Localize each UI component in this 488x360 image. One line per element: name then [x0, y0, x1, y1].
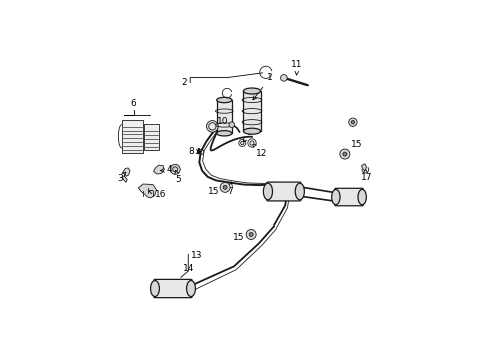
Ellipse shape: [240, 141, 244, 145]
Circle shape: [339, 149, 349, 159]
Ellipse shape: [208, 123, 216, 130]
Bar: [122, 120, 142, 153]
Ellipse shape: [295, 183, 304, 200]
Ellipse shape: [263, 183, 272, 200]
Circle shape: [348, 118, 356, 126]
Ellipse shape: [331, 189, 339, 205]
Text: 10: 10: [217, 117, 233, 126]
Ellipse shape: [216, 131, 231, 136]
Circle shape: [245, 229, 256, 239]
Text: 5: 5: [175, 170, 181, 184]
Ellipse shape: [216, 97, 231, 103]
Text: 17: 17: [360, 168, 371, 183]
Text: 15: 15: [233, 233, 250, 242]
Polygon shape: [138, 184, 156, 198]
Polygon shape: [122, 168, 130, 176]
Bar: [143, 123, 159, 150]
Text: 1: 1: [252, 73, 272, 100]
Ellipse shape: [243, 88, 260, 94]
Polygon shape: [122, 176, 127, 183]
FancyBboxPatch shape: [243, 91, 260, 131]
Ellipse shape: [243, 128, 260, 134]
Polygon shape: [153, 165, 164, 174]
Text: 9: 9: [243, 129, 252, 143]
Ellipse shape: [186, 280, 195, 297]
FancyBboxPatch shape: [154, 279, 192, 298]
Text: 2: 2: [181, 78, 186, 87]
Circle shape: [220, 183, 230, 192]
Text: 3: 3: [117, 172, 125, 183]
Circle shape: [342, 152, 346, 156]
Text: 8: 8: [188, 147, 200, 156]
Circle shape: [228, 122, 234, 127]
Ellipse shape: [249, 141, 254, 145]
Text: 7: 7: [227, 182, 232, 196]
Text: 11: 11: [291, 60, 302, 75]
Text: 14: 14: [183, 264, 194, 273]
Text: 6: 6: [130, 99, 136, 108]
Ellipse shape: [206, 121, 218, 132]
Circle shape: [280, 75, 286, 81]
FancyBboxPatch shape: [334, 188, 363, 206]
Text: 15: 15: [345, 140, 362, 153]
FancyBboxPatch shape: [216, 100, 231, 133]
Text: 4: 4: [160, 165, 172, 174]
Ellipse shape: [357, 189, 366, 205]
Text: 13: 13: [191, 251, 202, 260]
Text: 15: 15: [207, 187, 224, 196]
Text: 12: 12: [252, 144, 267, 158]
Circle shape: [223, 185, 226, 189]
Circle shape: [170, 164, 180, 174]
Circle shape: [249, 233, 253, 237]
Polygon shape: [361, 164, 366, 171]
FancyBboxPatch shape: [266, 182, 300, 201]
Circle shape: [350, 121, 354, 124]
Ellipse shape: [150, 280, 159, 297]
Text: 16: 16: [149, 190, 166, 199]
